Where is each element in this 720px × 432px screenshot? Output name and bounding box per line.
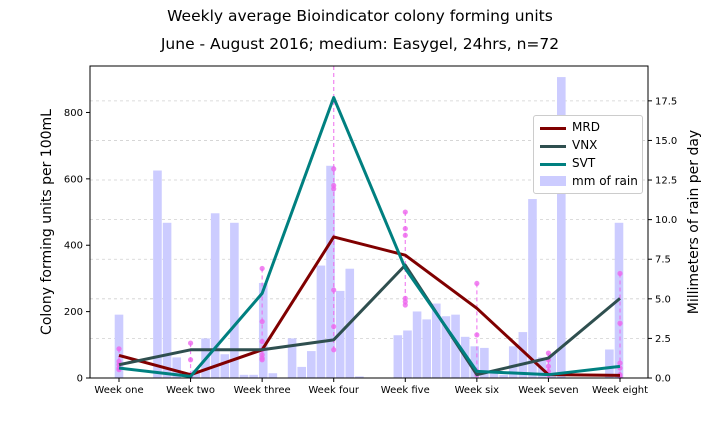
legend-item-mrd: MRD [540, 119, 640, 137]
y2-tick-label: 2.5 [655, 334, 671, 345]
rain-bar [258, 282, 268, 378]
sample-point [402, 226, 408, 232]
rain-bar [432, 303, 441, 378]
rain-bar [470, 346, 480, 378]
legend-label-svt: SVT [572, 156, 596, 170]
rain-bar [287, 338, 297, 378]
y-tick-label: 800 [64, 108, 83, 119]
x-tick-label: Week seven [518, 385, 578, 396]
y2-tick-label: 0.0 [655, 374, 671, 385]
x-tick-label: Week eight [592, 385, 648, 396]
y2-tick-label: 15.0 [655, 136, 677, 147]
rain-bar [355, 376, 364, 378]
series-line-vnx [118, 263, 621, 377]
rain-bar [528, 199, 537, 378]
rain-bar [441, 316, 451, 378]
y-tick-label: 0 [77, 374, 83, 385]
rain-bar [605, 349, 614, 378]
legend-label-vnx: VNX [572, 138, 598, 152]
rain-bar [480, 347, 489, 378]
y-tick-label: 200 [64, 307, 83, 318]
rain-bar [230, 222, 239, 378]
rain-bar [220, 354, 230, 378]
legend-swatch-vnx [540, 145, 566, 148]
series-line-svt [118, 96, 621, 378]
sample-point [331, 347, 337, 353]
sample-point [617, 360, 623, 366]
sample-point [545, 350, 552, 356]
x-tick-label: Week three [234, 385, 291, 396]
series-line-mrd [118, 235, 621, 377]
sample-point [331, 323, 337, 330]
y-tick-label: 600 [64, 174, 83, 185]
sample-point [259, 338, 265, 345]
rain-bar [489, 370, 499, 378]
y2-tick-label: 12.5 [655, 176, 677, 187]
y-tick-label: 400 [64, 241, 83, 252]
y2-tick-label: 17.5 [655, 96, 677, 107]
rain-bar [162, 222, 172, 378]
y2-tick-label: 10.0 [655, 215, 677, 226]
rain-bar [412, 311, 422, 378]
sample-point [545, 363, 552, 369]
plot-frame [89, 65, 649, 379]
sample-point [402, 209, 408, 215]
sample-point [474, 280, 480, 287]
sample-point [187, 340, 194, 346]
chart-title: Weekly average Bioindicator colony formi… [167, 7, 553, 25]
legend-item-vnx: VNX [540, 137, 640, 155]
legend: MRD VNX SVT mm of rain [533, 115, 643, 194]
rain-bar [451, 314, 460, 378]
rain-bar [239, 374, 249, 378]
sample-point [116, 346, 122, 352]
chart-subtitle: June - August 2016; medium: Easygel, 24h… [160, 35, 560, 53]
rain-bar [297, 366, 306, 378]
rain-bar [249, 374, 258, 378]
rain-bar [557, 77, 566, 378]
rain-bar [153, 170, 162, 378]
legend-swatch-rain [540, 176, 566, 186]
legend-label-rain: mm of rain [572, 174, 638, 188]
y2-tick-label: 7.5 [655, 255, 671, 266]
sample-point [617, 320, 623, 326]
legend-swatch-mrd [540, 127, 566, 130]
y2-tick-label: 5.0 [655, 294, 671, 305]
sample-point [617, 270, 623, 277]
sample-point [259, 318, 265, 325]
sample-point [259, 265, 265, 272]
rain-bar [316, 265, 326, 378]
sample-point [474, 332, 480, 338]
y-axis-label: Colony forming units per 100mL [39, 109, 55, 335]
legend-swatch-svt [540, 163, 566, 166]
rain-bar [393, 335, 403, 378]
x-tick-label: Week two [166, 385, 215, 396]
legend-item-rain: mm of rain [540, 173, 640, 191]
x-tick-label: Week one [94, 385, 143, 396]
legend-item-svt: SVT [540, 155, 640, 173]
rain-bar [210, 213, 220, 378]
x-tick-label: Week five [381, 385, 430, 396]
rain-bar [499, 374, 508, 378]
sample-point [187, 357, 194, 363]
sample-point [259, 357, 265, 363]
sample-point [331, 186, 337, 192]
rain-bar [268, 373, 278, 378]
rain-bar [518, 332, 528, 378]
sample-point [402, 302, 408, 308]
rain-bar [307, 351, 316, 378]
rain-bar [326, 165, 335, 378]
rain-bar [172, 357, 181, 378]
sample-point [402, 232, 408, 238]
rain-bar [403, 330, 412, 378]
x-tick-label: Week six [455, 385, 500, 396]
rain-bar [422, 319, 431, 378]
rain-bar [547, 354, 556, 378]
y2-axis-label: Millimeters of rain per day [686, 130, 702, 314]
x-tick-label: Week four [308, 385, 360, 396]
sample-point [331, 166, 337, 172]
legend-label-mrd: MRD [572, 120, 600, 134]
rain-bar [508, 346, 518, 378]
sample-point [331, 287, 337, 293]
